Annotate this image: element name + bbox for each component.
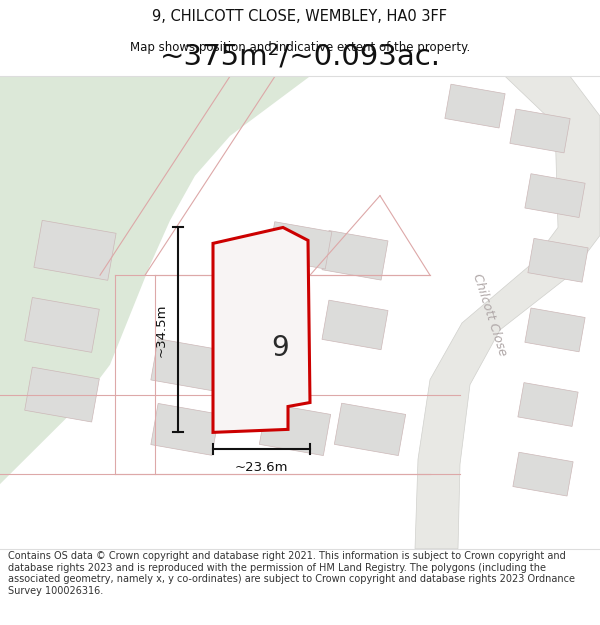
Text: 9, CHILCOTT CLOSE, WEMBLEY, HA0 3FF: 9, CHILCOTT CLOSE, WEMBLEY, HA0 3FF — [152, 9, 448, 24]
Bar — [528, 238, 588, 282]
Polygon shape — [213, 228, 310, 432]
Bar — [334, 403, 406, 456]
Text: Chilcott Close: Chilcott Close — [470, 272, 509, 358]
Bar — [268, 222, 332, 269]
Bar — [525, 174, 585, 218]
Text: Contains OS data © Crown copyright and database right 2021. This information is : Contains OS data © Crown copyright and d… — [8, 551, 575, 596]
Text: 9: 9 — [271, 334, 289, 362]
Bar — [322, 231, 388, 280]
Bar — [513, 452, 573, 496]
Bar — [518, 382, 578, 426]
Bar — [25, 367, 100, 422]
Bar — [25, 298, 100, 352]
Bar — [525, 308, 585, 352]
Text: ~34.5m: ~34.5m — [155, 303, 168, 357]
Bar — [151, 339, 219, 391]
Bar — [34, 221, 116, 281]
Bar — [322, 300, 388, 350]
Bar — [445, 84, 505, 128]
Text: Map shows position and indicative extent of the property.: Map shows position and indicative extent… — [130, 41, 470, 54]
Text: ~375m²/~0.093ac.: ~375m²/~0.093ac. — [160, 42, 440, 70]
Bar — [151, 404, 219, 455]
Polygon shape — [0, 76, 310, 484]
Bar — [510, 109, 570, 153]
Text: ~23.6m: ~23.6m — [235, 461, 288, 474]
Bar — [259, 403, 331, 456]
Polygon shape — [415, 76, 600, 549]
